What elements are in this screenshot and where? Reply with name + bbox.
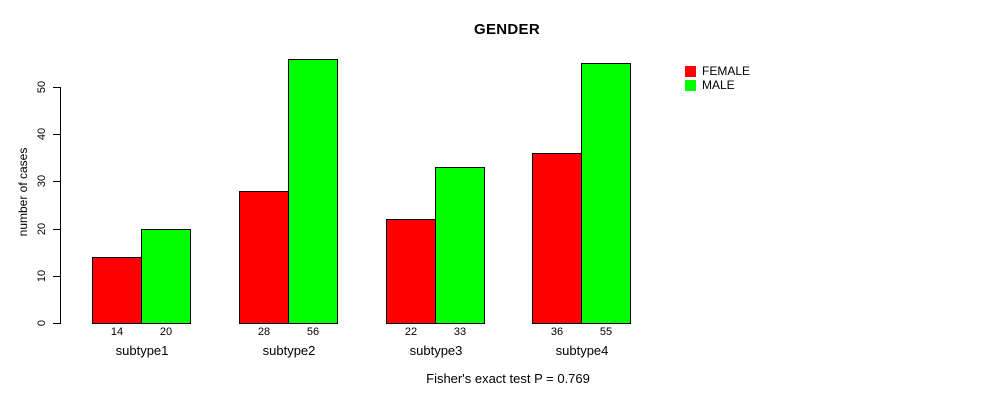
category-label: subtype4 xyxy=(555,343,609,358)
y-tick-label: 40 xyxy=(36,128,48,141)
y-axis-line xyxy=(60,87,61,324)
bar-female-subtype4 xyxy=(532,153,582,324)
category-label: subtype1 xyxy=(115,343,169,358)
legend-label: MALE xyxy=(702,78,735,92)
bar-male-subtype3 xyxy=(435,167,485,324)
y-axis-label: number of cases xyxy=(16,147,30,237)
bar-female-subtype2 xyxy=(239,191,289,324)
bar-value-label: 14 xyxy=(110,326,124,338)
chart-title: GENDER xyxy=(474,21,540,38)
bar-value-label: 22 xyxy=(404,326,418,338)
bar-value-label: 56 xyxy=(306,326,320,338)
bar-male-subtype2 xyxy=(288,59,338,324)
legend-swatch-icon xyxy=(685,65,696,77)
y-tick-label: 50 xyxy=(36,80,48,94)
y-tick-label: 10 xyxy=(36,269,48,282)
bar-value-label: 36 xyxy=(550,326,564,338)
category-label: subtype2 xyxy=(262,343,316,358)
bar-female-subtype1 xyxy=(92,257,142,324)
bar-value-label: 28 xyxy=(257,326,271,338)
bar-male-subtype1 xyxy=(141,229,191,324)
y-tick-mark xyxy=(53,181,60,183)
legend-label: FEMALE xyxy=(702,64,751,78)
legend-swatch-icon xyxy=(685,79,696,91)
annotation-caption: Fisher's exact test P = 0.769 xyxy=(426,371,590,386)
y-tick-mark xyxy=(53,275,60,277)
legend-item-male: MALE xyxy=(685,78,750,92)
category-label: subtype3 xyxy=(409,343,463,358)
legend-item-female: FEMALE xyxy=(685,64,751,78)
y-tick-mark xyxy=(53,228,60,230)
y-tick-mark xyxy=(53,87,60,88)
y-tick-mark xyxy=(53,323,60,324)
bar-value-label: 33 xyxy=(453,326,467,338)
y-tick-label: 20 xyxy=(36,222,48,235)
y-tick-mark xyxy=(53,134,60,136)
bar-female-subtype3 xyxy=(386,219,436,324)
bar-male-subtype4 xyxy=(581,63,631,324)
bar-value-label: 55 xyxy=(599,326,613,338)
legend: FEMALE MALE xyxy=(685,64,751,92)
y-tick-label: 30 xyxy=(36,175,48,188)
y-tick-label: 0 xyxy=(36,319,48,327)
bar-value-label: 20 xyxy=(159,326,173,338)
